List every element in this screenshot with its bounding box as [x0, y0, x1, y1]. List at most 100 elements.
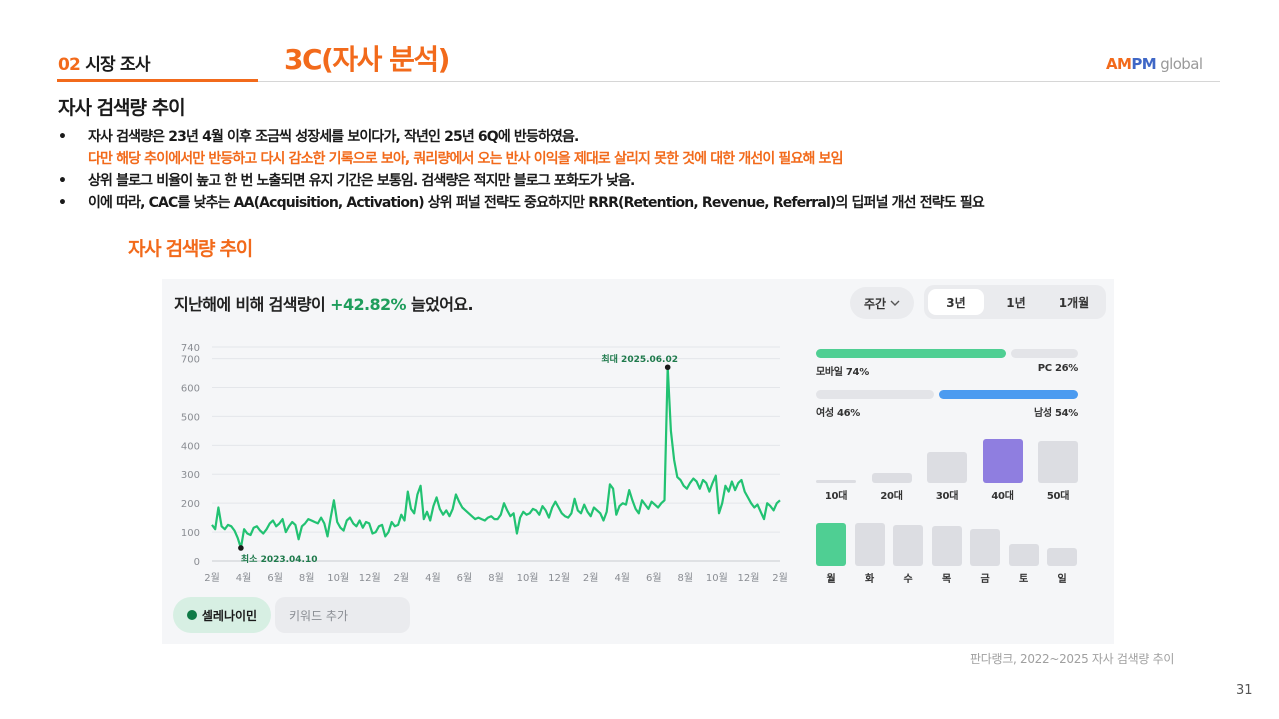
- age-label: 50대: [1046, 491, 1070, 502]
- x-tick-label: 2월: [772, 572, 788, 584]
- slide-title: 3C(자사 분석): [284, 43, 450, 76]
- age-label: 10대: [824, 491, 848, 502]
- period-dropdown-label: 주간: [863, 296, 887, 311]
- section-name: 시장 조사: [85, 55, 150, 75]
- weekday-label: 금: [980, 574, 990, 585]
- male-share-bar: [939, 390, 1078, 399]
- y-tick-label: 0: [194, 557, 200, 568]
- annotation-label: 최대 2025.06.02: [601, 353, 678, 365]
- female-share-label: 여성 46%: [816, 408, 861, 419]
- period-dropdown[interactable]: 주간: [850, 287, 914, 319]
- age-bar-50대: [1038, 441, 1078, 483]
- bullet-item: • 이에 따라, CAC를 낮추는 AA(Acquisition, Activat…: [58, 192, 1238, 214]
- page-number: 31: [1236, 683, 1253, 698]
- keyword-chip-label: 셀레나이민: [201, 608, 258, 623]
- keyword-chip[interactable]: 셀레나이민: [173, 597, 271, 633]
- weekday-bar-목: [931, 526, 962, 566]
- mobile-share-label: 모바일 74%: [816, 367, 869, 378]
- y-tick-label: 300: [181, 470, 200, 481]
- search-trend-widget: 지난해에 비해 검색량이 +42.82% 늘었어요. 주간 3년 1년 1개월 …: [162, 279, 1114, 644]
- y-tick-label: 200: [181, 499, 200, 510]
- weekday-bar-수: [893, 525, 923, 566]
- bullet-text: 상위 블로그 비율이 높고 한 번 노출되면 유지 기간은 보통임. 검색량은 …: [88, 173, 635, 189]
- weekday-bar-금: [970, 529, 1000, 566]
- weekday-label: 일: [1057, 574, 1067, 585]
- bullet-marker: •: [58, 129, 67, 145]
- widget-title: 지난해에 비해 검색량이 +42.82% 늘었어요.: [174, 295, 474, 314]
- weekday-label: 목: [942, 574, 951, 585]
- bullet-item: 다만 해당 추이에서만 반등하고 다시 감소한 기록으로 보아, 쿼리량에서 오…: [58, 148, 1238, 170]
- age-label: 20대: [880, 491, 903, 502]
- chart-caption: 자사 검색량 추이: [128, 238, 253, 260]
- y-tick-label: 700: [181, 355, 200, 366]
- y-tick-label: 600: [181, 383, 200, 394]
- bullet-item: • 자사 검색량은 23년 4월 이후 조금씩 성장세를 보이다가, 작년인 25…: [58, 126, 1238, 148]
- age-label: 40대: [991, 491, 1014, 502]
- weekday-bar-화: [854, 523, 885, 566]
- annotation-point: [238, 545, 244, 551]
- x-tick-label: 6월: [646, 572, 662, 584]
- company-logo: AMPM global: [1106, 55, 1203, 73]
- bullet-text: 이에 따라, CAC를 낮추는 AA(Acquisition, Activati…: [88, 195, 985, 211]
- annotation-point: [664, 364, 671, 371]
- x-tick-label: 6월: [457, 572, 473, 584]
- x-tick-label: 10월: [706, 572, 728, 584]
- chevron-down-icon: [890, 300, 900, 306]
- x-tick-label: 4월: [425, 572, 441, 584]
- bullet-marker: •: [58, 195, 67, 211]
- age-bar-20대: [871, 473, 912, 483]
- x-tick-label: 6월: [267, 572, 283, 584]
- x-tick-label: 8월: [299, 572, 315, 584]
- y-tick-label: 500: [181, 412, 200, 423]
- bullet-text: 자사 검색량은 23년 4월 이후 조금씩 성장세를 보이다가, 작년인 25년…: [88, 129, 579, 145]
- weekday-label: 월: [826, 574, 836, 585]
- age-bar-10대: [816, 480, 856, 483]
- male-share-label: 남성 54%: [1033, 408, 1078, 419]
- female-share-bar: [816, 390, 934, 399]
- tab-1m[interactable]: 1개월: [1058, 295, 1090, 310]
- x-tick-label: 2월: [394, 572, 410, 584]
- age-bar-40대: [982, 439, 1023, 483]
- x-tick-label: 12월: [359, 572, 381, 584]
- x-tick-label: 8월: [488, 572, 504, 584]
- x-tick-label: 8월: [678, 572, 694, 584]
- bullet-item: • 상위 블로그 비율이 높고 한 번 노출되면 유지 기간은 보통임. 검색량은…: [58, 170, 1238, 192]
- bullet-list: • 자사 검색량은 23년 4월 이후 조금씩 성장세를 보이다가, 작년인 25…: [58, 126, 1238, 214]
- section-label: 02 시장 조사: [58, 50, 150, 75]
- section-underline: [57, 79, 258, 82]
- y-tick-label: 740: [181, 343, 200, 354]
- weekday-label: 토: [1019, 574, 1028, 585]
- age-label: 30대: [935, 491, 959, 502]
- x-tick-label: 10월: [517, 572, 539, 584]
- weekday-bar-일: [1047, 548, 1077, 566]
- bullet-marker: •: [58, 173, 67, 189]
- section-number: 02: [58, 55, 81, 75]
- source-note: 판다랭크, 2022~2025 자사 검색량 추이: [970, 652, 1175, 666]
- range-tabs: 3년 1년 1개월: [924, 285, 1106, 319]
- search-volume-series-line: [211, 366, 781, 550]
- pc-share-bar: [1011, 349, 1078, 358]
- x-tick-label: 2월: [583, 572, 599, 584]
- x-tick-label: 2월: [204, 572, 220, 584]
- pc-share-label: PC 26%: [1037, 363, 1079, 374]
- growth-percent: +42.82%: [330, 295, 406, 314]
- header-divider: [57, 81, 1220, 82]
- annotation-label: 최소 2023.04.10: [241, 553, 318, 565]
- x-tick-label: 4월: [614, 572, 630, 584]
- keyword-color-dot: [186, 610, 197, 620]
- x-tick-label: 12월: [548, 572, 570, 584]
- tab-3y[interactable]: 3년: [928, 289, 984, 315]
- bullet-text: 다만 해당 추이에서만 반등하고 다시 감소한 기록으로 보아, 쿼리량에서 오…: [88, 151, 843, 167]
- weekday-bar-토: [1008, 544, 1039, 566]
- sub-heading: 자사 검색량 추이: [58, 97, 186, 119]
- add-keyword-button[interactable]: 키워드 추가: [275, 597, 410, 633]
- weekday-label: 수: [903, 574, 913, 585]
- weekday-bar-월: [816, 523, 846, 566]
- y-tick-label: 100: [181, 528, 200, 539]
- tab-1y[interactable]: 1년: [1006, 295, 1026, 310]
- y-tick-label: 400: [181, 441, 200, 452]
- x-tick-label: 12월: [737, 572, 759, 584]
- x-tick-label: 10월: [327, 572, 349, 584]
- x-tick-label: 4월: [236, 572, 252, 584]
